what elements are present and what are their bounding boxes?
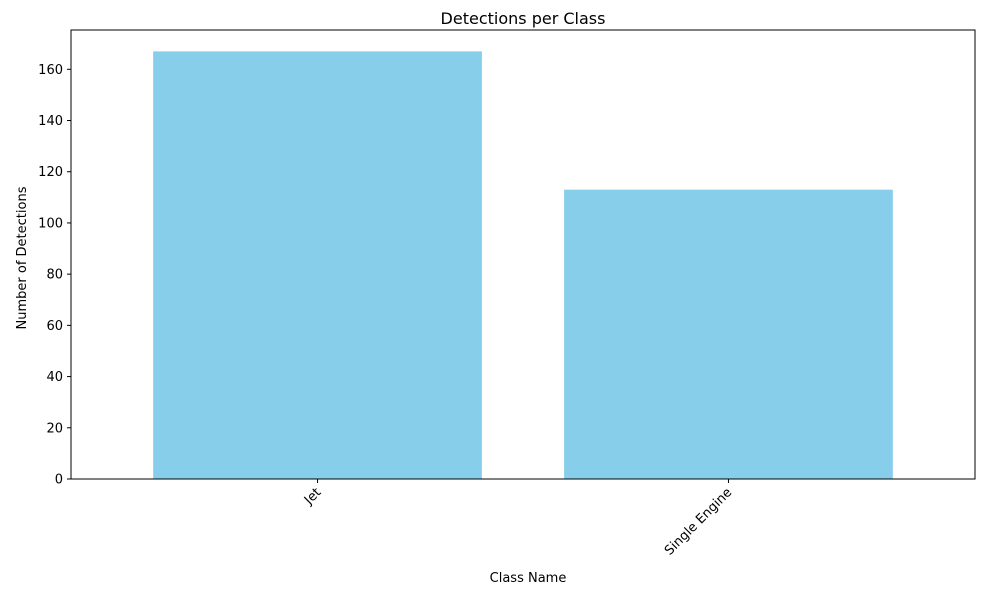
x-axis: Jet Single Engine (301, 479, 735, 559)
y-tick-label: 20 (46, 421, 63, 436)
y-tick-label: 160 (38, 63, 63, 78)
bar-single-engine (564, 189, 893, 479)
y-tick-label: 40 (46, 370, 63, 385)
y-tick-label: 60 (46, 319, 63, 334)
bar-jet (153, 51, 482, 479)
y-tick-label: 120 (38, 165, 63, 180)
y-tick-label: 0 (55, 473, 63, 488)
y-axis: 0 20 40 60 80 100 120 140 160 (38, 63, 71, 488)
plot-area (70, 29, 976, 480)
x-axis-label: Class Name (490, 571, 567, 586)
bars (153, 51, 893, 479)
y-axis-label: Number of Detections (15, 186, 30, 329)
chart-title: Detections per Class (441, 9, 606, 28)
y-tick-label: 80 (46, 268, 63, 283)
y-tick-label: 100 (38, 216, 63, 231)
plot-frame (70, 29, 976, 480)
x-tick-label: Jet (301, 485, 324, 508)
x-tick-label: Single Engine (662, 485, 735, 558)
y-tick-label: 140 (38, 114, 63, 129)
